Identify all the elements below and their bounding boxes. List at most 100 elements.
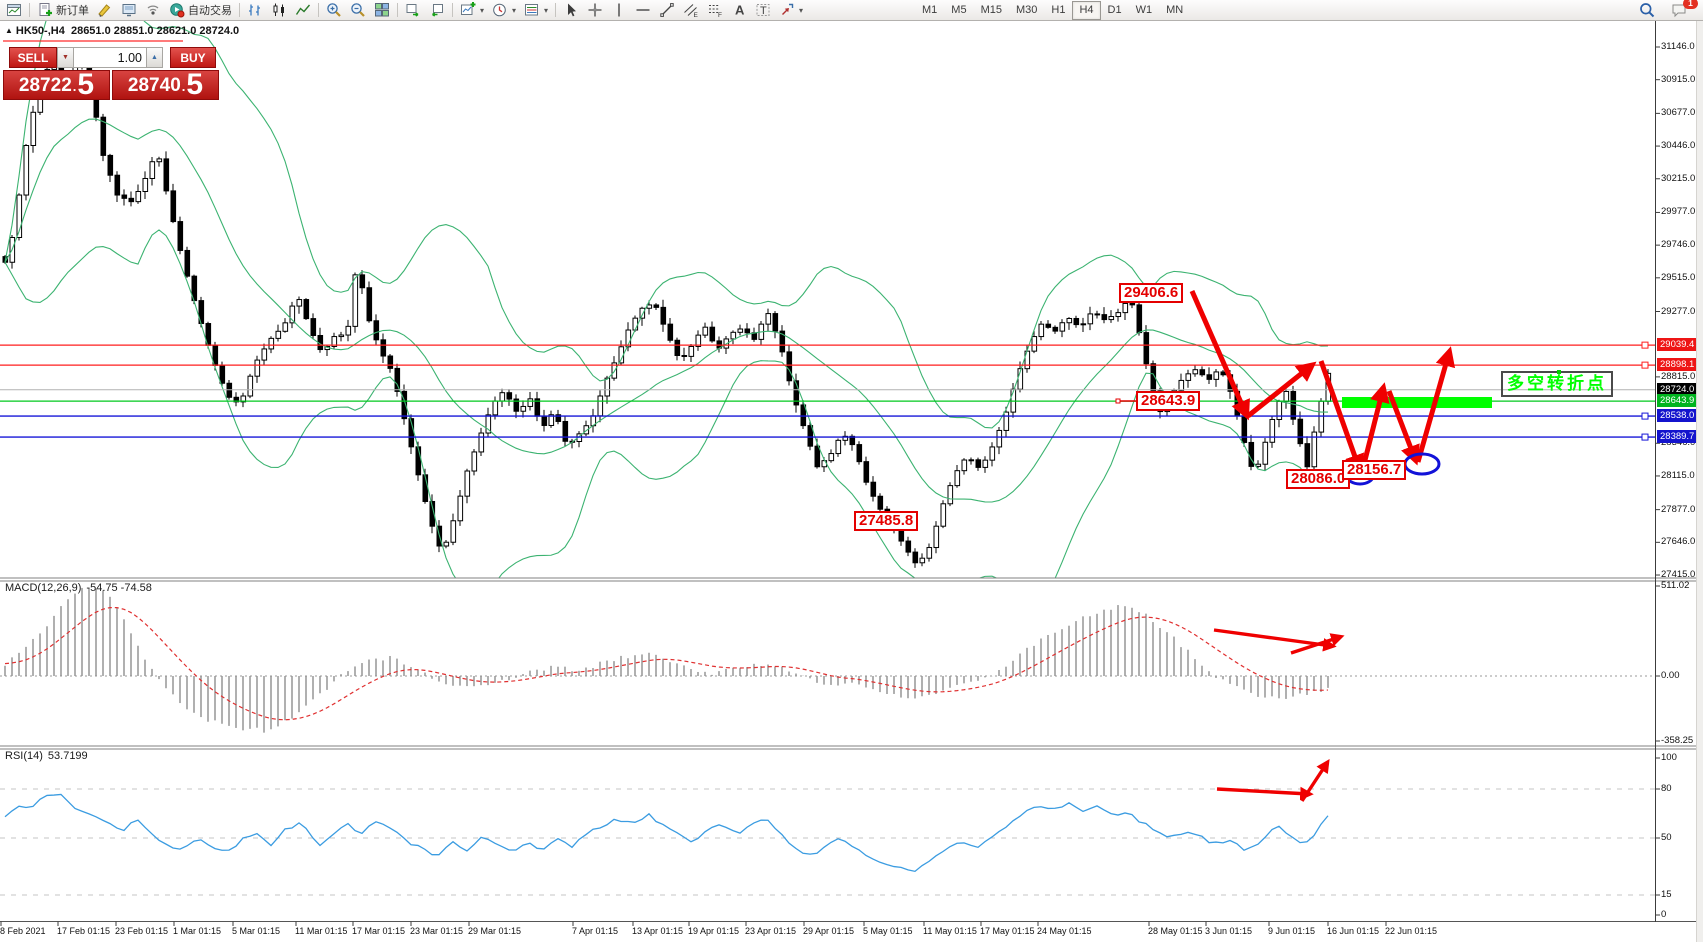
macd-arrow[interactable] — [1213, 628, 1337, 652]
rsi-arrow[interactable] — [1300, 759, 1330, 802]
hline-tool-button[interactable] — [631, 1, 655, 19]
candles-layer — [2, 54, 1332, 568]
trend-arrow[interactable] — [1189, 289, 1250, 421]
timeframe-button-m5[interactable]: M5 — [951, 3, 967, 16]
sell-price-main: 28722 — [18, 75, 72, 96]
macd-tick-label: -358.25 — [1661, 735, 1694, 746]
label-anchor — [1115, 398, 1121, 404]
trend-arrow[interactable] — [1415, 346, 1456, 463]
timeframe-button-d1[interactable]: D1 — [1107, 3, 1122, 16]
cursor-tool-button[interactable] — [559, 1, 583, 19]
auto-trading-icon — [169, 2, 185, 18]
trade-row: SELL ▼ ▲ BUY — [9, 47, 216, 68]
macd-arrow[interactable] — [1290, 633, 1345, 655]
buy-price-box[interactable]: 28740. 5 — [112, 70, 219, 100]
macd-layer — [0, 587, 1655, 733]
text-tool-button[interactable]: A — [727, 1, 751, 19]
trend-arrow[interactable] — [1359, 382, 1390, 473]
market-watch-button[interactable] — [117, 1, 141, 19]
volume-up-spinner[interactable]: ▲ — [147, 47, 163, 68]
time-axis-label: 23 Mar 01:15 — [410, 926, 464, 936]
notifications-button[interactable]: 1 — [1667, 0, 1698, 19]
svg-text:T: T — [760, 5, 767, 17]
styler-button[interactable] — [93, 1, 117, 19]
new-order-button[interactable]: 新订单 — [33, 1, 93, 19]
rsi-tick-label: 15 — [1661, 889, 1672, 900]
label-tool-button[interactable]: T — [751, 1, 775, 19]
chart-window-icon[interactable] — [2, 1, 26, 19]
timeframe-button-m30[interactable]: M30 — [1015, 3, 1038, 16]
ohlc-values: 28651.0 28851.0 28621.0 28724.0 — [70, 25, 240, 37]
signals-button[interactable] — [141, 1, 165, 19]
volume-input[interactable] — [74, 47, 147, 68]
rsi-layer — [0, 759, 1655, 896]
sell-price-box[interactable]: 28722. 5 — [3, 70, 110, 100]
trend-arrow[interactable] — [1318, 360, 1365, 475]
sell-button[interactable]: SELL — [9, 47, 57, 68]
auto-scroll-button[interactable] — [401, 1, 425, 19]
buy-button[interactable]: BUY — [170, 47, 216, 68]
chart-shift-button[interactable] — [425, 1, 449, 19]
timeframe-button-m1[interactable]: M1 — [922, 3, 938, 16]
line-anchor — [1641, 433, 1649, 441]
new-chart-button[interactable]: ▾ — [456, 1, 488, 19]
tile-windows-button[interactable] — [370, 1, 394, 19]
zoom-out-icon — [350, 2, 366, 18]
rsi-tick-label: 100 — [1661, 752, 1677, 763]
volume-down-spinner[interactable]: ▼ — [57, 47, 74, 68]
line-anchor — [1641, 361, 1649, 369]
rsi-tick-label: 50 — [1661, 832, 1672, 843]
rsi-tick-label: 0 — [1661, 909, 1667, 920]
timeframe-button-h1[interactable]: H1 — [1051, 3, 1066, 16]
svg-text:F: F — [718, 12, 722, 18]
price-label-annotation[interactable]: 28156.7 — [1342, 460, 1407, 480]
chevron-down-icon: ▾ — [512, 5, 517, 15]
notification-badge: 1 — [1683, 0, 1698, 9]
vline-tool-button[interactable] — [607, 1, 631, 19]
arrows-tool-button[interactable]: ▾ — [775, 1, 807, 19]
price-label-annotation[interactable]: 28086.0 — [1286, 469, 1351, 489]
price-label-annotation[interactable]: 29406.6 — [1119, 283, 1184, 303]
price-tick-label: 27646.0 — [1661, 536, 1696, 548]
fibonacci-tool-button[interactable]: F — [703, 1, 727, 19]
toolbar-separator — [29, 3, 30, 17]
templates-button[interactable]: ▾ — [520, 1, 552, 19]
price-label-annotation[interactable]: 27485.8 — [854, 511, 919, 531]
time-axis-label: 11 Mar 01:15 — [295, 926, 348, 936]
line-chart-button[interactable] — [291, 1, 315, 19]
auto-trading-button[interactable]: 自动交易 — [165, 1, 236, 19]
template-icon — [524, 2, 540, 18]
zoom-out-button[interactable] — [346, 1, 370, 19]
trend-arrow[interactable] — [1386, 390, 1420, 466]
trend-arrow[interactable] — [1246, 361, 1317, 418]
search-button[interactable] — [1635, 1, 1659, 19]
chart-canvas[interactable] — [0, 20, 1703, 942]
timeframe-button-w1[interactable]: W1 — [1135, 3, 1153, 16]
time-axis-label: 17 Feb 01:15 — [57, 926, 111, 936]
bollinger-middle — [4, 118, 1329, 503]
zoom-in-button[interactable] — [322, 1, 346, 19]
crosshair-tool-button[interactable] — [583, 1, 607, 19]
turning-point-note[interactable]: 多空转折点 — [1501, 370, 1613, 397]
bar-chart-button[interactable] — [243, 1, 267, 19]
price-badge: 28538.0 — [1657, 409, 1703, 423]
periods-button[interactable]: ▾ — [488, 1, 520, 19]
price-tick-label: 28115.0 — [1661, 469, 1695, 481]
timeframe-button-m15[interactable]: M15 — [980, 3, 1002, 16]
time-axis-label: 17 Mar 01:15 — [352, 926, 406, 936]
candle-chart-button[interactable] — [267, 1, 291, 19]
timeframe-button-mn[interactable]: MN — [1166, 3, 1184, 16]
chevron-down-icon: ▾ — [480, 5, 485, 15]
search-icon — [1639, 2, 1655, 18]
time-axis-label: 13 Apr 01:15 — [632, 926, 684, 936]
trendline-tool-button[interactable] — [655, 1, 679, 19]
timeframe-button-h4[interactable]: H4 — [1072, 0, 1101, 20]
channel-tool-button[interactable]: E — [679, 1, 703, 19]
svg-text:E: E — [694, 12, 699, 18]
price-label-annotation[interactable]: 28643.9 — [1136, 391, 1201, 411]
bollinger-upper — [4, 20, 1329, 429]
rsi-arrow[interactable] — [1216, 786, 1314, 801]
buy-price-main: 28740 — [127, 75, 181, 96]
green-zone-annotation[interactable] — [1342, 397, 1492, 408]
time-axis-label: 5 May 01:15 — [863, 926, 913, 936]
